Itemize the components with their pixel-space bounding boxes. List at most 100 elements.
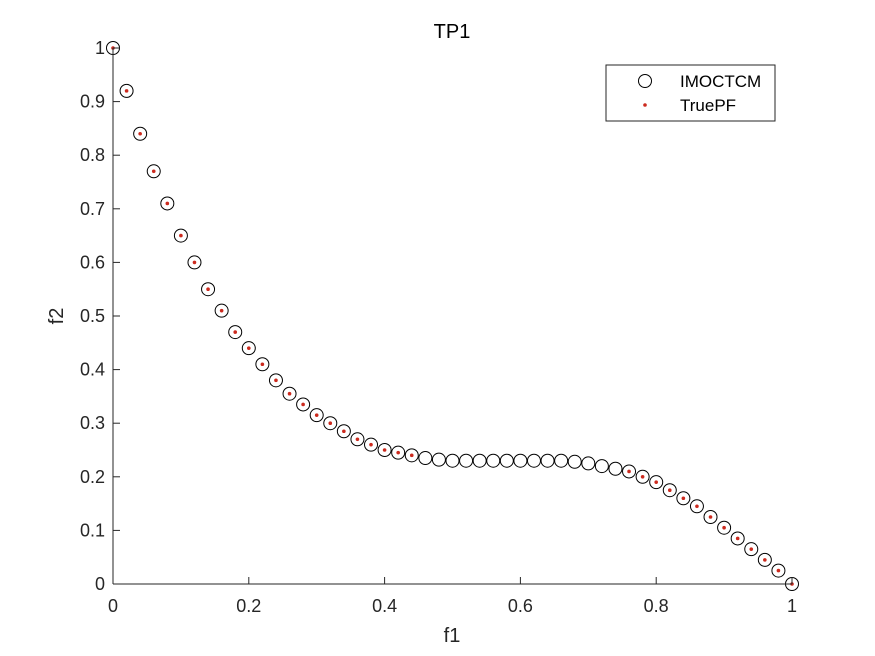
x-tick-label: 0.6 bbox=[508, 596, 533, 616]
imoctcm-point bbox=[622, 464, 637, 479]
truepf-point bbox=[722, 525, 726, 530]
x-tick-label: 0.8 bbox=[644, 596, 669, 616]
imoctcm-point bbox=[296, 397, 311, 412]
truepf-point bbox=[396, 450, 400, 455]
truepf-point bbox=[287, 391, 292, 396]
imoctcm-point bbox=[173, 228, 188, 243]
imoctcm-point bbox=[214, 303, 229, 318]
imoctcm-point bbox=[350, 432, 365, 447]
truepf-point bbox=[681, 496, 686, 501]
imoctcm-point bbox=[323, 416, 338, 431]
imoctcm-point bbox=[771, 563, 786, 578]
imoctcm-point bbox=[404, 448, 419, 463]
y-axis-label: f2 bbox=[46, 308, 68, 325]
x-tick-label: 1 bbox=[787, 596, 797, 616]
imoctcm-point bbox=[689, 499, 704, 514]
truepf-point bbox=[274, 378, 278, 383]
imoctcm-point bbox=[676, 491, 691, 506]
imoctcm-point bbox=[554, 453, 569, 468]
imoctcm-point bbox=[391, 445, 406, 460]
y-tick-label: 0.8 bbox=[80, 145, 105, 165]
imoctcm-point bbox=[119, 83, 134, 98]
imoctcm-point bbox=[635, 469, 650, 484]
imoctcm-point bbox=[540, 453, 555, 468]
truepf-point bbox=[735, 536, 740, 541]
imoctcm-point bbox=[336, 424, 351, 439]
imoctcm-point bbox=[649, 475, 664, 490]
x-tick-label: 0.4 bbox=[372, 596, 397, 616]
legend: IMOCTCM TruePF bbox=[605, 64, 776, 122]
imoctcm-point bbox=[377, 443, 392, 457]
truepf-point bbox=[355, 437, 360, 442]
y-tick-label: 0.2 bbox=[80, 467, 105, 487]
x-tick-label: 0 bbox=[108, 596, 118, 616]
truepf-point bbox=[233, 330, 238, 334]
imoctcm-point bbox=[445, 453, 460, 468]
imoctcm-point bbox=[757, 552, 772, 567]
imoctcm-point bbox=[744, 542, 759, 557]
chart-title: TP1 bbox=[434, 21, 471, 43]
truepf-point bbox=[328, 421, 333, 426]
imoctcm-point bbox=[146, 164, 161, 179]
legend-imoctcm-marker bbox=[638, 74, 652, 88]
truepf-point bbox=[206, 287, 210, 292]
truepf-point bbox=[301, 402, 305, 407]
truepf-point bbox=[260, 362, 265, 367]
imoctcm-point bbox=[662, 483, 677, 498]
truepf-point bbox=[151, 169, 156, 174]
truepf-point bbox=[708, 515, 713, 519]
x-axis-label: f1 bbox=[444, 625, 461, 647]
plot-background bbox=[113, 48, 792, 584]
truepf-point bbox=[342, 429, 346, 434]
truepf-point bbox=[369, 442, 373, 447]
truepf-point bbox=[179, 233, 183, 238]
truepf-point bbox=[763, 558, 767, 562]
imoctcm-point bbox=[364, 437, 379, 452]
imoctcm-point bbox=[187, 255, 202, 270]
y-tick-label: 0.1 bbox=[80, 520, 105, 540]
imoctcm-point bbox=[282, 386, 297, 401]
truepf-point bbox=[654, 480, 658, 484]
imoctcm-point bbox=[486, 453, 501, 468]
imoctcm-point bbox=[608, 461, 623, 476]
imoctcm-point bbox=[418, 451, 433, 466]
legend-truepf-label: TruePF bbox=[680, 96, 736, 115]
y-tick-label: 0.4 bbox=[80, 360, 105, 380]
imoctcm-point bbox=[201, 282, 216, 297]
legend-box bbox=[605, 64, 776, 122]
axes-layer: 0 0.2 0.4 0.6 0.8 1 0 0.1 0.2 0.3 0.4 0.5 0.6 0.7 0.8 0… bbox=[80, 38, 797, 616]
imoctcm-point bbox=[228, 325, 243, 340]
imoctcm-point bbox=[255, 357, 270, 372]
y-tick-label: 0.6 bbox=[80, 252, 105, 272]
imoctcm-point bbox=[160, 196, 175, 211]
truepf-point bbox=[192, 260, 197, 265]
truepf-point bbox=[382, 448, 387, 452]
imoctcm-point bbox=[730, 531, 745, 546]
truepf-point bbox=[776, 568, 781, 573]
truepf-point bbox=[165, 201, 170, 206]
truepf-point bbox=[749, 547, 754, 551]
truepf-point bbox=[667, 488, 672, 493]
imoctcm-point bbox=[499, 453, 514, 468]
truepf-point bbox=[138, 131, 142, 136]
imoctcm-point bbox=[703, 510, 718, 524]
legend-truepf-marker bbox=[643, 103, 647, 107]
truepf-point bbox=[695, 504, 699, 509]
legend-imoctcm-label: IMOCTCM bbox=[680, 72, 761, 91]
y-tick-label: 0.9 bbox=[80, 92, 105, 112]
imoctcm-point bbox=[581, 456, 596, 471]
truepf-point bbox=[409, 453, 414, 458]
imoctcm-point bbox=[459, 453, 474, 468]
imoctcm-point bbox=[241, 341, 256, 356]
imoctcm-point bbox=[431, 452, 446, 467]
points-layer bbox=[106, 41, 799, 591]
x-tick-label: 0.2 bbox=[236, 596, 261, 616]
imoctcm-point bbox=[472, 453, 487, 468]
imoctcm-point bbox=[268, 373, 283, 388]
imoctcm-point bbox=[309, 408, 324, 423]
truepf-point bbox=[247, 346, 251, 350]
y-tick-label: 1 bbox=[95, 38, 105, 58]
truepf-point bbox=[314, 413, 319, 417]
imoctcm-point bbox=[567, 454, 582, 469]
truepf-point bbox=[124, 89, 129, 93]
